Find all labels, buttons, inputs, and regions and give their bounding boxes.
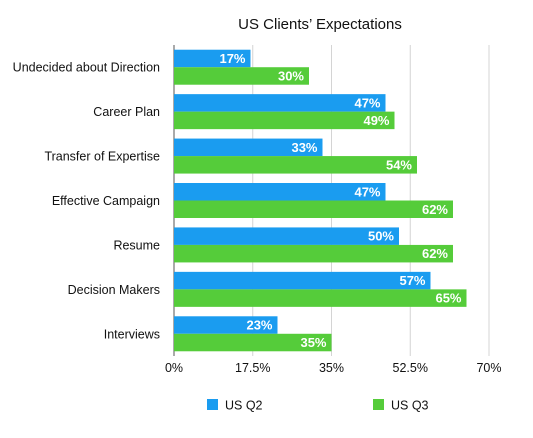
x-tick-label: 17.5% bbox=[235, 361, 270, 375]
bar-value-label: 50% bbox=[368, 229, 394, 244]
legend-label: US Q3 bbox=[391, 399, 429, 413]
bar-value-label: 47% bbox=[354, 95, 380, 110]
bar-value-label: 33% bbox=[291, 140, 317, 155]
legend-swatch bbox=[373, 399, 384, 410]
x-tick-label: 52.5% bbox=[393, 361, 428, 375]
bar-value-label: 49% bbox=[363, 113, 389, 128]
bar bbox=[174, 156, 417, 174]
bar bbox=[174, 111, 395, 130]
legend-swatch bbox=[207, 399, 218, 410]
legend: US Q2 US Q3 bbox=[207, 399, 429, 413]
chart-title: US Clients’ Expectations bbox=[238, 16, 402, 33]
category-label: Undecided about Direction bbox=[13, 61, 160, 75]
x-tick-label: 70% bbox=[476, 361, 501, 375]
bar bbox=[174, 138, 323, 157]
bar bbox=[174, 227, 399, 245]
bar bbox=[174, 333, 332, 352]
bar bbox=[174, 67, 309, 85]
x-tick-labels: 0% 17.5% 35% 52.5% 70% bbox=[165, 361, 502, 375]
bars: 17% 30% 47% 49% 33% 54% 47% 62% 50% 62% 57% 65% 23% 3… bbox=[174, 49, 467, 352]
bar-value-label: 35% bbox=[300, 335, 326, 350]
legend-label: US Q2 bbox=[225, 399, 263, 413]
bar-value-label: 62% bbox=[422, 246, 448, 261]
bar-value-label: 65% bbox=[435, 291, 461, 306]
bar-value-label: 17% bbox=[219, 51, 245, 66]
bar-value-label: 54% bbox=[386, 157, 412, 172]
category-label: Career Plan bbox=[93, 105, 160, 119]
bar-value-label: 62% bbox=[422, 202, 448, 217]
category-label: Decision Makers bbox=[68, 283, 160, 297]
bar bbox=[174, 200, 453, 218]
bar bbox=[174, 244, 453, 263]
bar bbox=[174, 94, 386, 112]
bar bbox=[174, 183, 386, 201]
category-label: Effective Campaign bbox=[52, 194, 160, 208]
category-label: Resume bbox=[113, 238, 160, 252]
bar bbox=[174, 49, 251, 68]
x-tick-label: 0% bbox=[165, 361, 183, 375]
bar-value-label: 57% bbox=[399, 273, 425, 288]
bar-value-label: 47% bbox=[354, 184, 380, 199]
category-label: Interviews bbox=[104, 327, 160, 341]
bar-value-label: 23% bbox=[246, 318, 272, 333]
x-tick-label: 35% bbox=[319, 361, 344, 375]
bar bbox=[174, 316, 278, 334]
bar-value-label: 30% bbox=[278, 68, 304, 83]
category-labels: Undecided about Direction Career Plan Tran… bbox=[13, 61, 160, 342]
category-label: Transfer of Expertise bbox=[44, 150, 160, 164]
bar bbox=[174, 289, 467, 307]
bar bbox=[174, 271, 431, 290]
